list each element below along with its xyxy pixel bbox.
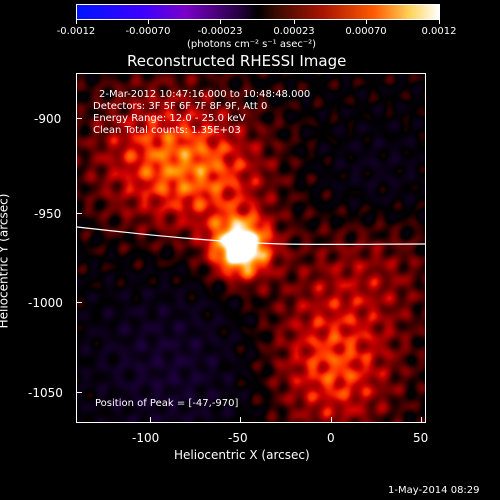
colorbar xyxy=(76,4,440,20)
colorbar-tick-label: 0.0012 xyxy=(421,26,457,37)
info-line-energy: Energy Range: 12.0 - 25.0 keV xyxy=(93,113,246,124)
y-tick xyxy=(76,118,82,119)
rhessi-image xyxy=(77,74,425,422)
x-tick-label: 50 xyxy=(413,431,429,445)
colorbar-tick-label: -0.00023 xyxy=(197,26,243,37)
x-tick-label: -100 xyxy=(132,431,160,445)
x-tick-label: 0 xyxy=(327,431,335,445)
colorbar-tick-label: -0.00070 xyxy=(125,26,171,37)
info-line-counts: Clean Total counts: 1.35E+03 xyxy=(93,125,241,136)
info-line-detectors: Detectors: 3F 5F 6F 7F 8F 9F, Att 0 xyxy=(93,101,268,112)
x-tick xyxy=(150,417,151,423)
x-axis-label: Heliocentric X (arcsec) xyxy=(174,448,310,462)
colorbar-tick-label: 0.00023 xyxy=(273,26,315,37)
plot-title: Reconstructed RHESSI Image xyxy=(127,52,347,70)
y-axis-label: Heliocentric Y (arcsec) xyxy=(0,193,11,329)
colorbar-tick xyxy=(148,19,149,24)
colorbar-tick xyxy=(76,19,77,24)
y-tick-label: -950 xyxy=(34,207,62,221)
colorbar-units-label: (photons cm⁻² s⁻¹ asec⁻²) xyxy=(187,39,317,50)
y-tick xyxy=(76,392,82,393)
colorbar-tick xyxy=(439,19,440,24)
y-tick-label: -1000 xyxy=(28,296,63,310)
footer-date: 1-May-2014 08:29 xyxy=(388,485,480,496)
colorbar-tick xyxy=(294,19,295,24)
colorbar-tick xyxy=(366,19,367,24)
image-plot: 2-Mar-2012 10:47:16.000 to 10:48:48.000 … xyxy=(76,73,426,423)
y-tick xyxy=(76,213,82,214)
peak-position-text: Position of Peak = [-47,-970] xyxy=(95,398,239,409)
y-tick-label: -900 xyxy=(34,112,62,126)
x-tick xyxy=(240,417,241,423)
solar-limb-curve xyxy=(77,226,425,246)
colorbar-tick-label: 0.00070 xyxy=(345,26,387,37)
info-line-time: 2-Mar-2012 10:47:16.000 to 10:48:48.000 xyxy=(99,89,311,100)
x-tick-label: -50 xyxy=(228,431,248,445)
colorbar-tick xyxy=(220,19,221,24)
x-tick xyxy=(421,417,422,423)
y-tick-label: -1050 xyxy=(28,386,63,400)
colorbar-tick-label: -0.0012 xyxy=(56,26,96,37)
y-tick xyxy=(76,302,82,303)
x-tick xyxy=(331,417,332,423)
